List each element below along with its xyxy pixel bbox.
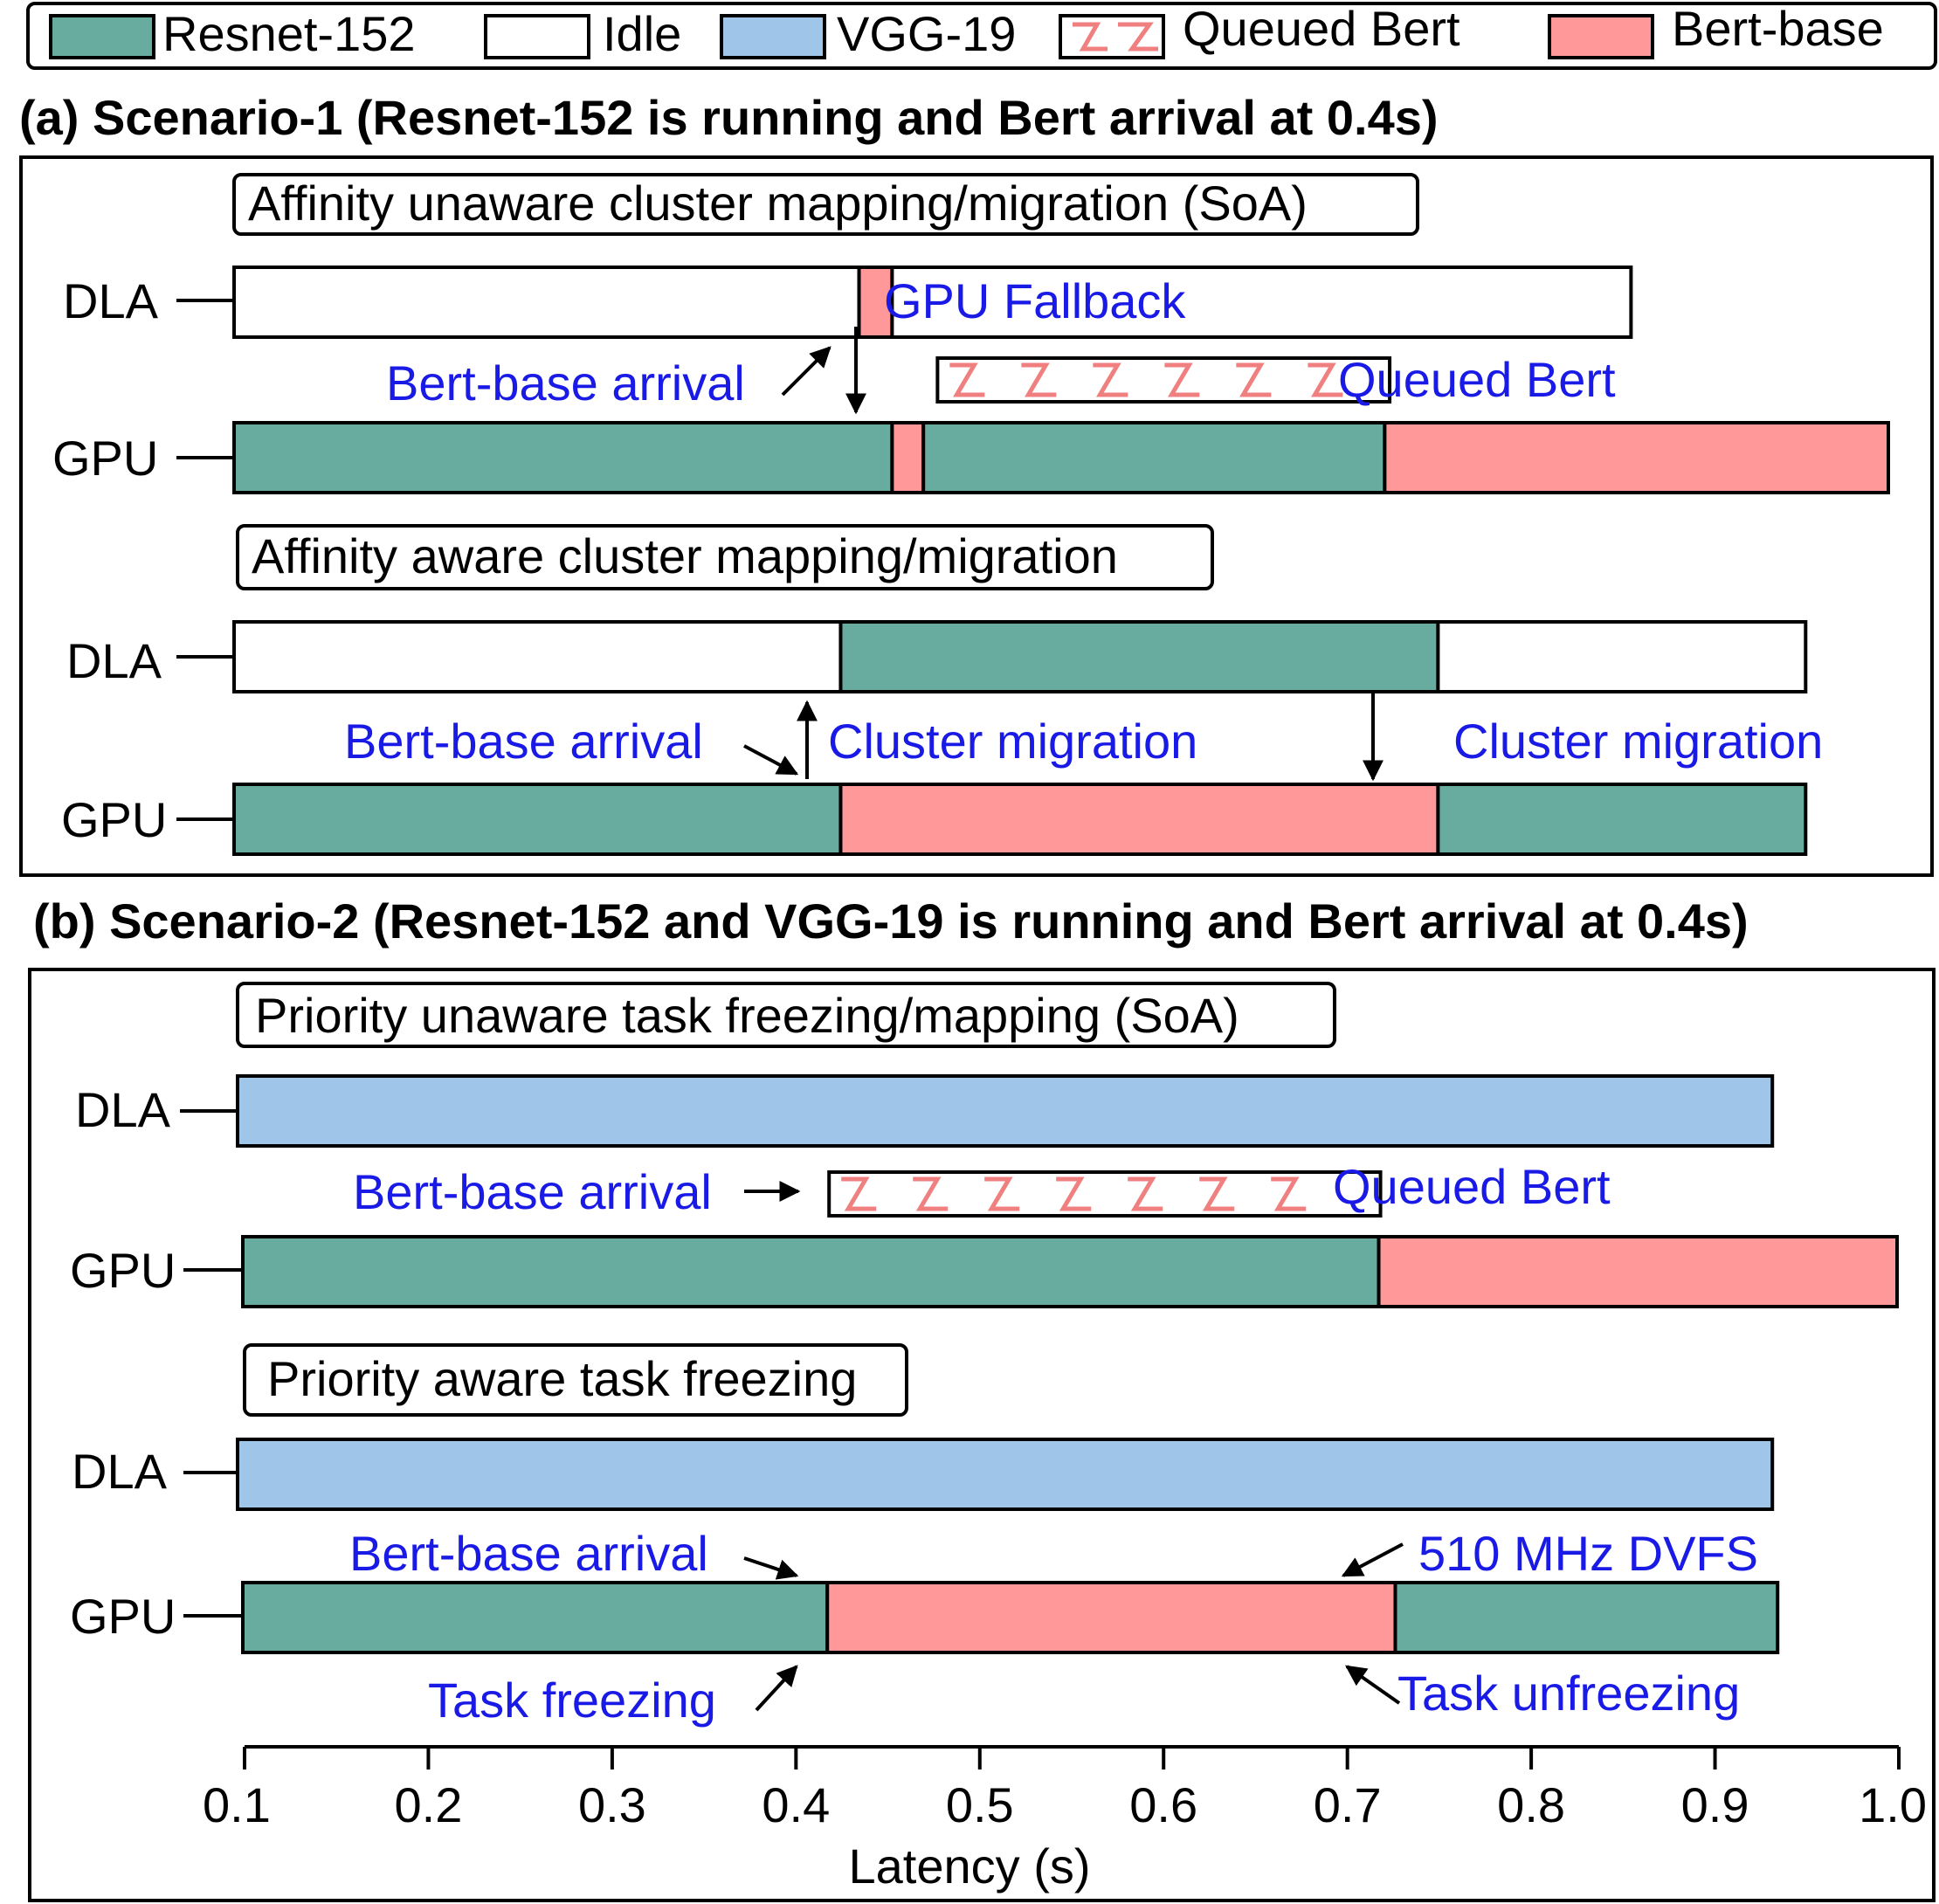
- legend-swatch-resnet: [49, 14, 155, 59]
- a1-arrival-arrow: [781, 346, 831, 397]
- x-tick-label-2: 0.3: [578, 1777, 646, 1832]
- scenario-b-title: (b) Scenario-2 (Resnet-152 and VGG-19 is…: [33, 893, 1749, 949]
- a1-gpu-label: GPU: [52, 431, 158, 486]
- scenario-a-frame: [19, 155, 1934, 877]
- a1-gpu-segment-resnet-0: [232, 421, 894, 494]
- a1-dla-segment-idle-2: [890, 266, 1633, 339]
- x-tick-label-5: 0.6: [1129, 1777, 1197, 1832]
- a2-dla-label: DLA: [66, 633, 162, 688]
- legend-frame: [26, 2, 1937, 70]
- legend-label-idle: Idle: [603, 6, 681, 61]
- a1-bert-arrival-label: Bert-base arrival: [386, 355, 745, 410]
- a2-dla-segment-idle-2: [1436, 620, 1808, 693]
- a1-gpu-segment-bert-3: [1383, 421, 1890, 494]
- scenario-b-panel1-title-box: [236, 982, 1336, 1048]
- a2-gpu-timeline: [232, 783, 1808, 856]
- a1-queued-bert-bar: [935, 356, 1392, 404]
- legend-label-resnet: Resnet-152: [162, 6, 416, 61]
- a1-queued-queued-hatch: [949, 362, 1343, 397]
- legend: Resnet-152 Idle VGG-19 Queued Bert Bert-…: [26, 1, 1937, 70]
- legend-label-vgg: VGG-19: [837, 6, 1016, 61]
- a1-dla-label: DLA: [63, 273, 159, 328]
- a1-gpu-segment-bert-1: [890, 421, 926, 494]
- b1-gpu-timeline: [241, 1235, 1899, 1308]
- a2-dla-segment-resnet-1: [838, 620, 1440, 693]
- b2-gpu-segment-bert-1: [825, 1581, 1397, 1654]
- b2-gpu-segment-resnet-0: [241, 1581, 830, 1654]
- task-freezing-label: Task freezing: [428, 1673, 716, 1728]
- scenario-b-frame: [28, 968, 1936, 1902]
- b1-dla-timeline: [236, 1074, 1775, 1148]
- scenario-b-panel2-title-box: [243, 1343, 908, 1417]
- legend-swatch-queued: [1059, 14, 1165, 59]
- a1-gpu-timeline: [232, 421, 1890, 494]
- b1-queued-bert-label: Queued Bert: [1333, 1159, 1611, 1214]
- a2-arrival-arrow: [743, 744, 799, 776]
- a1-gpu-segment-resnet-2: [921, 421, 1387, 494]
- cluster-migration-label-2: Cluster migration: [1453, 714, 1823, 769]
- b1-gpu-segment-resnet-0: [241, 1235, 1381, 1308]
- x-tick-label-1: 0.2: [395, 1777, 463, 1832]
- latency-axis: 0.1 0.2 0.3 0.4 0.5 0.6 0.7 0.8 0.9 1.0: [203, 1745, 1927, 1832]
- unfreezing-arrow: [1345, 1665, 1401, 1705]
- x-tick-label-0: 0.1: [203, 1777, 271, 1832]
- a1-dla-segment-bert-1: [857, 266, 894, 339]
- a2-dla-segment-idle-0: [232, 620, 843, 693]
- x-tick-label-8: 0.9: [1681, 1777, 1749, 1832]
- b2-gpu-timeline: [241, 1581, 1780, 1654]
- b1-dla-segment-vgg-0: [236, 1074, 1775, 1148]
- b1-gpu-segment-bert-1: [1377, 1235, 1899, 1308]
- b2-gpu-label: GPU: [70, 1589, 176, 1644]
- a2-gpu-segment-bert-1: [838, 783, 1440, 856]
- legend-label-queued: Queued Bert: [1183, 1, 1460, 56]
- legend-swatch-idle: [484, 14, 590, 59]
- scenario-b-panel1-title: Priority unaware task freezing/mapping (…: [255, 988, 1239, 1043]
- a1-queued-bert-label: Queued Bert: [1338, 352, 1616, 407]
- a2-gpu-segment-resnet-2: [1436, 783, 1808, 856]
- a2-bert-arrival-label: Bert-base arrival: [344, 714, 703, 769]
- scenario-a-panel1-title-box: [232, 173, 1419, 236]
- legend-label-bert: Bert-base: [1672, 1, 1884, 56]
- b2-dla-segment-vgg-0: [236, 1438, 1775, 1511]
- x-tick-label-9: 1.0: [1859, 1777, 1927, 1832]
- b2-gpu-segment-resnet-2: [1393, 1581, 1780, 1654]
- scenario-a-panel1-title: Affinity unaware cluster mapping/migrati…: [248, 176, 1308, 231]
- task-unfreezing-label: Task unfreezing: [1397, 1666, 1740, 1721]
- b2-dla-label: DLA: [72, 1444, 168, 1499]
- x-tick-label-3: 0.4: [762, 1777, 830, 1832]
- b2-dla-timeline: [236, 1438, 1775, 1511]
- b1-queued-bert-bar: [827, 1170, 1383, 1218]
- gpu-fallback-label: GPU Fallback: [884, 273, 1186, 328]
- b1-queued-queued-hatch: [841, 1176, 1307, 1211]
- b2-arrival-arrow: [743, 1556, 799, 1580]
- a2-dla-timeline: [232, 620, 1808, 693]
- x-tick-label-7: 0.8: [1497, 1777, 1565, 1832]
- dvfs-arrow: [1341, 1542, 1404, 1577]
- b1-dla-label: DLA: [75, 1082, 171, 1137]
- scenario-b-panel2-title: Priority aware task freezing: [267, 1351, 857, 1406]
- scenario-a-panel2-title: Affinity aware cluster mapping/migration: [252, 528, 1118, 583]
- b2-bert-arrival-label: Bert-base arrival: [349, 1526, 708, 1581]
- scenario-a-title: (a) Scenario-1 (Resnet-152 is running an…: [19, 90, 1439, 145]
- legend-swatch-vgg: [720, 14, 826, 59]
- x-axis-title: Latency (s): [849, 1838, 1091, 1894]
- b1-bert-arrival-label: Bert-base arrival: [353, 1164, 712, 1219]
- dvfs-label: 510 MHz DVFS: [1418, 1526, 1758, 1581]
- scenario-a-panel2-title-box: [236, 524, 1214, 590]
- x-tick-label-4: 0.5: [946, 1777, 1014, 1832]
- a2-gpu-segment-resnet-0: [232, 783, 843, 856]
- x-tick-label-6: 0.7: [1314, 1777, 1382, 1832]
- freezing-arrow: [755, 1665, 798, 1712]
- a1-dla-segment-idle-0: [232, 266, 861, 339]
- a1-dla-timeline: [232, 266, 1633, 339]
- cluster-migration-label-1: Cluster migration: [828, 714, 1197, 769]
- b1-gpu-label: GPU: [70, 1243, 176, 1298]
- a2-gpu-label: GPU: [61, 792, 167, 847]
- legend-swatch-bert: [1548, 14, 1654, 59]
